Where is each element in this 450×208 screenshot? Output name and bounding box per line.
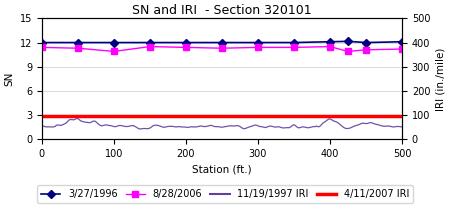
Y-axis label: SN: SN [4,72,14,86]
Title: SN and IRI  - Section 320101: SN and IRI - Section 320101 [132,4,312,17]
Y-axis label: IRI (in./mile): IRI (in./mile) [436,47,446,111]
X-axis label: Station (ft.): Station (ft.) [192,165,252,175]
Legend: 3/27/1996, 8/28/2006, 11/19/1997 IRI, 4/11/2007 IRI: 3/27/1996, 8/28/2006, 11/19/1997 IRI, 4/… [37,185,413,203]
